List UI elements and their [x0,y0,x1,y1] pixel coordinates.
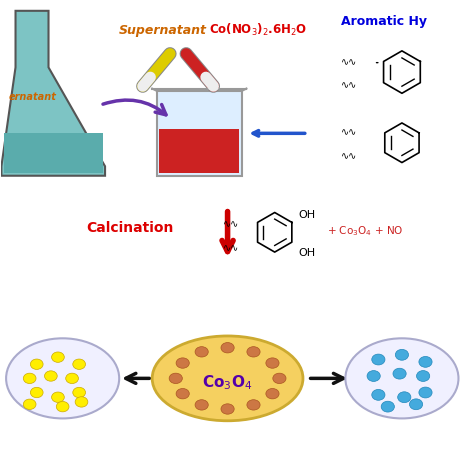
Text: ∿∿: ∿∿ [341,81,357,91]
Text: ∿∿: ∿∿ [341,128,357,137]
Text: OH: OH [298,210,315,220]
Ellipse shape [169,373,182,383]
Text: ∿∿: ∿∿ [223,243,239,253]
Ellipse shape [6,338,119,419]
Text: ∿∿: ∿∿ [341,57,357,67]
Ellipse shape [273,373,286,383]
Ellipse shape [372,354,385,365]
Ellipse shape [176,358,189,368]
Ellipse shape [152,336,303,421]
Ellipse shape [410,399,423,410]
Ellipse shape [195,346,208,357]
Text: Co$_3$O$_4$: Co$_3$O$_4$ [201,374,252,392]
Ellipse shape [75,397,88,407]
Ellipse shape [52,392,64,402]
Ellipse shape [247,346,260,357]
Ellipse shape [346,338,458,419]
Ellipse shape [195,400,208,410]
Ellipse shape [30,359,43,369]
Ellipse shape [52,352,64,362]
Ellipse shape [381,401,394,412]
Text: OH: OH [298,248,315,258]
Text: Supernatant: Supernatant [119,24,207,37]
Ellipse shape [45,371,57,381]
Polygon shape [159,128,239,173]
Ellipse shape [221,343,234,353]
Ellipse shape [73,359,85,369]
Polygon shape [1,11,105,176]
Ellipse shape [395,349,409,360]
Text: Aromatic Hy: Aromatic Hy [341,15,427,28]
Ellipse shape [221,404,234,414]
Ellipse shape [66,373,78,383]
Ellipse shape [367,371,380,382]
Ellipse shape [23,373,36,383]
Ellipse shape [398,392,411,402]
Text: ∿∿: ∿∿ [341,151,357,161]
Text: Co(NO$_3$)$_2$.6H$_2$O: Co(NO$_3$)$_2$.6H$_2$O [209,22,307,38]
Ellipse shape [266,389,279,399]
Ellipse shape [247,400,260,410]
Ellipse shape [417,371,430,382]
Ellipse shape [266,358,279,368]
Text: + Co$_3$O$_4$ + NO: + Co$_3$O$_4$ + NO [327,225,403,238]
Ellipse shape [419,356,432,367]
Ellipse shape [419,387,432,398]
Text: ∿∿: ∿∿ [223,219,239,229]
Ellipse shape [372,390,385,400]
Ellipse shape [393,368,406,379]
Text: Calcination: Calcination [86,221,173,235]
Ellipse shape [30,387,43,398]
Polygon shape [4,133,103,173]
FancyArrowPatch shape [103,100,166,115]
Ellipse shape [73,387,85,398]
Polygon shape [157,91,242,176]
Ellipse shape [56,401,69,412]
Text: ernatant: ernatant [9,92,56,102]
Ellipse shape [23,399,36,410]
Ellipse shape [176,389,189,399]
